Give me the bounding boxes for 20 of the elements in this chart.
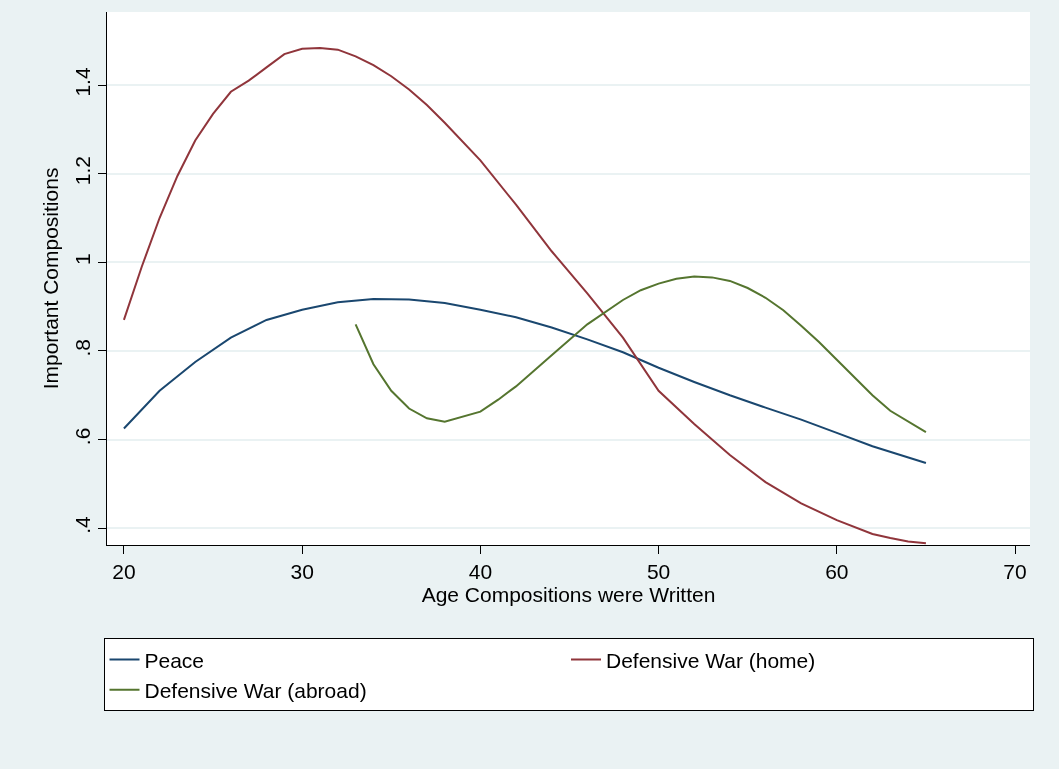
line-series [122,46,927,545]
x-tick-label: 20 [112,560,136,584]
x-tick-label: 30 [290,560,314,584]
x-tick-label: 50 [646,560,671,584]
y-tick-label: 1 [70,253,94,266]
line-series [122,298,927,465]
legend-label: Defensive War (abroad) [144,678,367,702]
line-series [354,275,927,434]
y-tick-label: 1.2 [70,155,94,186]
y-tick-label: 1.4 [70,67,94,97]
y-axis-title: Important Compositions [38,167,62,390]
x-tick-label: 40 [468,560,493,584]
legend-label: Peace [144,648,205,672]
x-tick-label: 60 [825,560,849,584]
y-tick-label: .4 [70,515,94,534]
y-tick-label: .8 [70,339,94,357]
legend-label: Defensive War (home) [606,648,816,672]
y-tick-label: .6 [70,427,94,446]
x-axis-title: Age Compositions were Written [421,583,716,607]
x-tick-label: 70 [1003,560,1027,584]
